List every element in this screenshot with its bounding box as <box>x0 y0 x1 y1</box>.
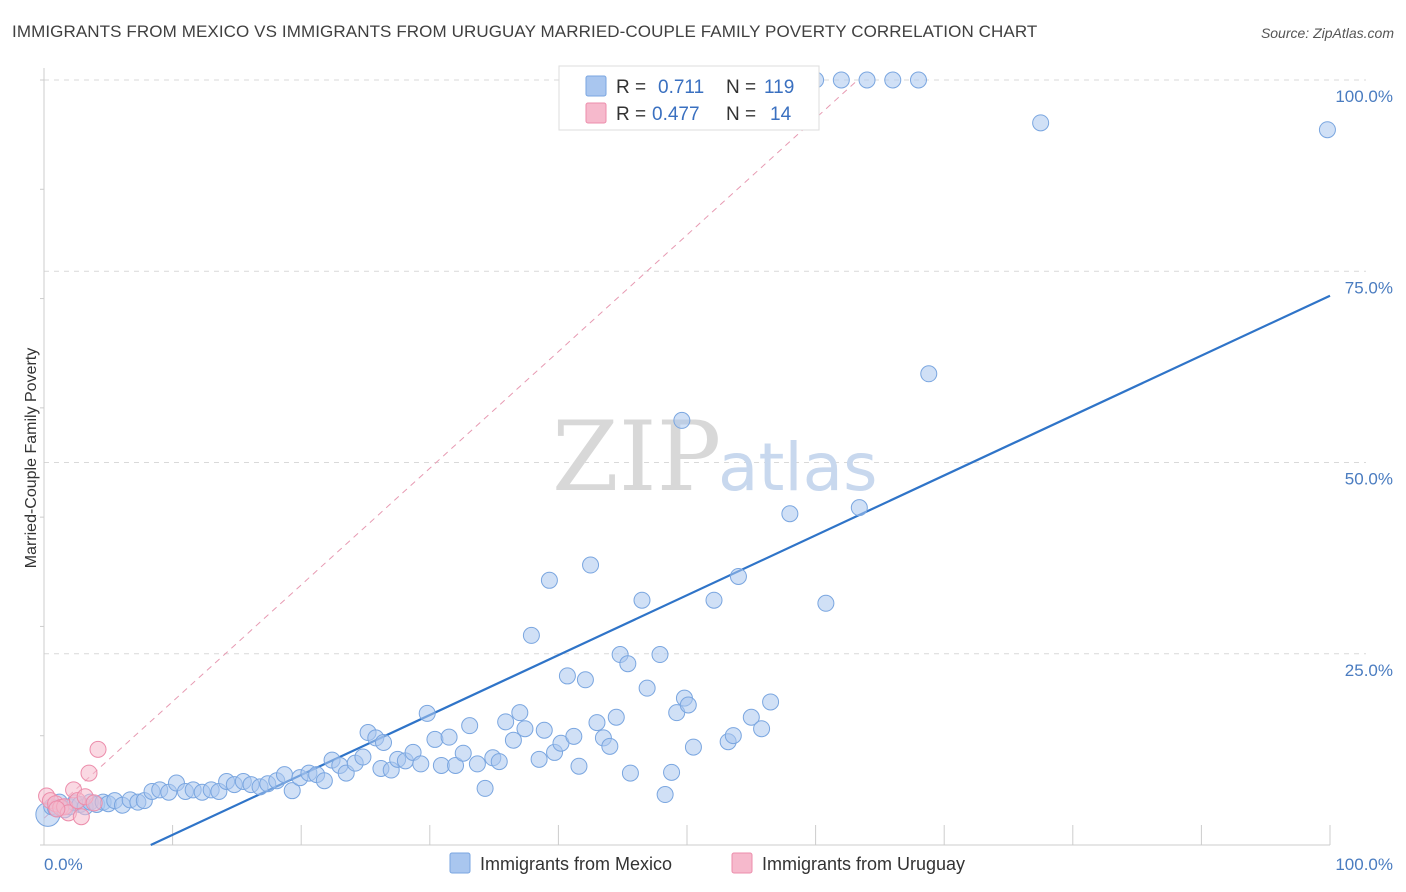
point-mexico-56 <box>432 756 450 774</box>
point-mexico-83 <box>607 708 625 726</box>
point-mexico-59 <box>454 744 472 762</box>
point-uruguay-8 <box>72 808 90 826</box>
bottom-legend-mexico: Immigrants from Mexico <box>480 854 672 874</box>
point-uruguay-12 <box>89 740 107 758</box>
point-mexico-85 <box>619 655 637 673</box>
point-mexico-35 <box>283 782 301 800</box>
legend-mexico-r-value: 0.711 <box>658 77 704 98</box>
legend-mexico-n-label: N = <box>726 77 756 98</box>
y-tick-label-0: 25.0% <box>1345 661 1393 680</box>
y-tick-label-1: 50.0% <box>1345 470 1393 489</box>
point-uruguay-13 <box>48 800 66 818</box>
point-mexico-67 <box>511 704 529 722</box>
legend-swatch-uruguay <box>585 102 607 124</box>
legend: R = 0.711 N = 119 R = 0.477 N = 14 <box>558 65 820 131</box>
point-mexico-34 <box>275 766 293 784</box>
watermark-atlas: atlas <box>718 429 878 506</box>
point-mexico-107 <box>817 594 835 612</box>
point-mexico-62 <box>476 779 494 797</box>
point-mexico-72 <box>540 571 558 589</box>
legend-uruguay-r-label: R = <box>616 104 646 125</box>
x-tick-label-0: 0.0% <box>44 855 83 874</box>
point-mexico-77 <box>570 757 588 775</box>
series-uruguay-points <box>38 740 107 826</box>
point-mexico-86 <box>621 764 639 782</box>
point-mexico-93 <box>673 411 691 429</box>
point-mexico-53 <box>412 755 430 773</box>
point-mexico-112 <box>920 365 938 383</box>
point-mexico-66 <box>504 731 522 749</box>
point-mexico-58 <box>447 756 465 774</box>
point-mexico-64 <box>490 753 508 771</box>
bottom-legend-swatch-uruguay <box>731 852 753 874</box>
gridlines <box>44 79 1366 655</box>
point-mexico-57 <box>440 728 458 746</box>
point-mexico-101 <box>742 708 760 726</box>
point-mexico-87 <box>633 591 651 609</box>
legend-mexico-n-value: 119 <box>764 77 794 98</box>
point-mexico-106 <box>832 71 850 89</box>
point-mexico-54 <box>418 704 436 722</box>
point-uruguay-10 <box>80 764 98 782</box>
trend-line-uruguay <box>43 79 859 819</box>
point-mexico-55 <box>426 730 444 748</box>
watermark-zip: ZIP <box>552 401 721 513</box>
point-mexico-100 <box>729 567 747 585</box>
point-mexico-47 <box>375 733 393 751</box>
point-mexico-91 <box>663 763 681 781</box>
point-mexico-70 <box>530 750 548 768</box>
y-tick-label-3: 100.0% <box>1335 87 1393 106</box>
legend-mexico-r-label: R = <box>616 77 646 98</box>
point-mexico-109 <box>858 71 876 89</box>
point-mexico-39 <box>315 772 333 790</box>
bottom-legend: Immigrants from Mexico Immigrants from U… <box>449 852 965 874</box>
point-mexico-90 <box>656 786 674 804</box>
point-mexico-75 <box>558 667 576 685</box>
legend-uruguay-r-value: 0.477 <box>652 104 700 125</box>
point-mexico-71 <box>535 721 553 739</box>
legend-swatch-mexico <box>585 75 607 97</box>
point-mexico-78 <box>576 671 594 689</box>
point-mexico-111 <box>909 71 927 89</box>
point-mexico-113 <box>1032 114 1050 132</box>
point-mexico-95 <box>679 696 697 714</box>
point-mexico-108 <box>850 499 868 517</box>
point-mexico-103 <box>762 693 780 711</box>
axes <box>40 68 1331 846</box>
point-mexico-88 <box>638 679 656 697</box>
legend-uruguay-n-value: 14 <box>770 104 792 125</box>
legend-uruguay-n-label: N = <box>726 104 756 125</box>
point-mexico-114 <box>1318 121 1336 139</box>
point-mexico-80 <box>588 714 606 732</box>
bottom-legend-swatch-mexico <box>449 852 471 874</box>
point-mexico-65 <box>497 713 515 731</box>
y-tick-labels: 25.0% 50.0% 75.0% 100.0% <box>1335 87 1393 680</box>
x-tick-label-1: 100.0% <box>1335 855 1393 874</box>
bottom-legend-uruguay: Immigrants from Uruguay <box>762 854 965 874</box>
y-axis-label: Married-Couple Family Poverty <box>23 348 40 569</box>
point-mexico-61 <box>468 755 486 773</box>
point-mexico-104 <box>781 505 799 523</box>
y-tick-label-2: 75.0% <box>1345 278 1393 297</box>
chart-source: Source: ZipAtlas.com <box>1260 25 1394 41</box>
chart-title: IMMIGRANTS FROM MEXICO VS IMMIGRANTS FRO… <box>12 22 1038 41</box>
point-mexico-76 <box>565 727 583 745</box>
point-mexico-68 <box>516 720 534 738</box>
point-uruguay-11 <box>85 794 103 812</box>
point-mexico-89 <box>651 646 669 664</box>
point-mexico-102 <box>753 720 771 738</box>
x-tick-labels: 0.0% 100.0% <box>44 855 1393 874</box>
point-mexico-44 <box>354 748 372 766</box>
point-mexico-60 <box>461 717 479 735</box>
point-mexico-96 <box>684 738 702 756</box>
point-mexico-97 <box>705 591 723 609</box>
point-mexico-110 <box>884 71 902 89</box>
point-mexico-69 <box>522 626 540 644</box>
point-mexico-82 <box>601 737 619 755</box>
point-mexico-99 <box>724 727 742 745</box>
point-mexico-79 <box>582 556 600 574</box>
